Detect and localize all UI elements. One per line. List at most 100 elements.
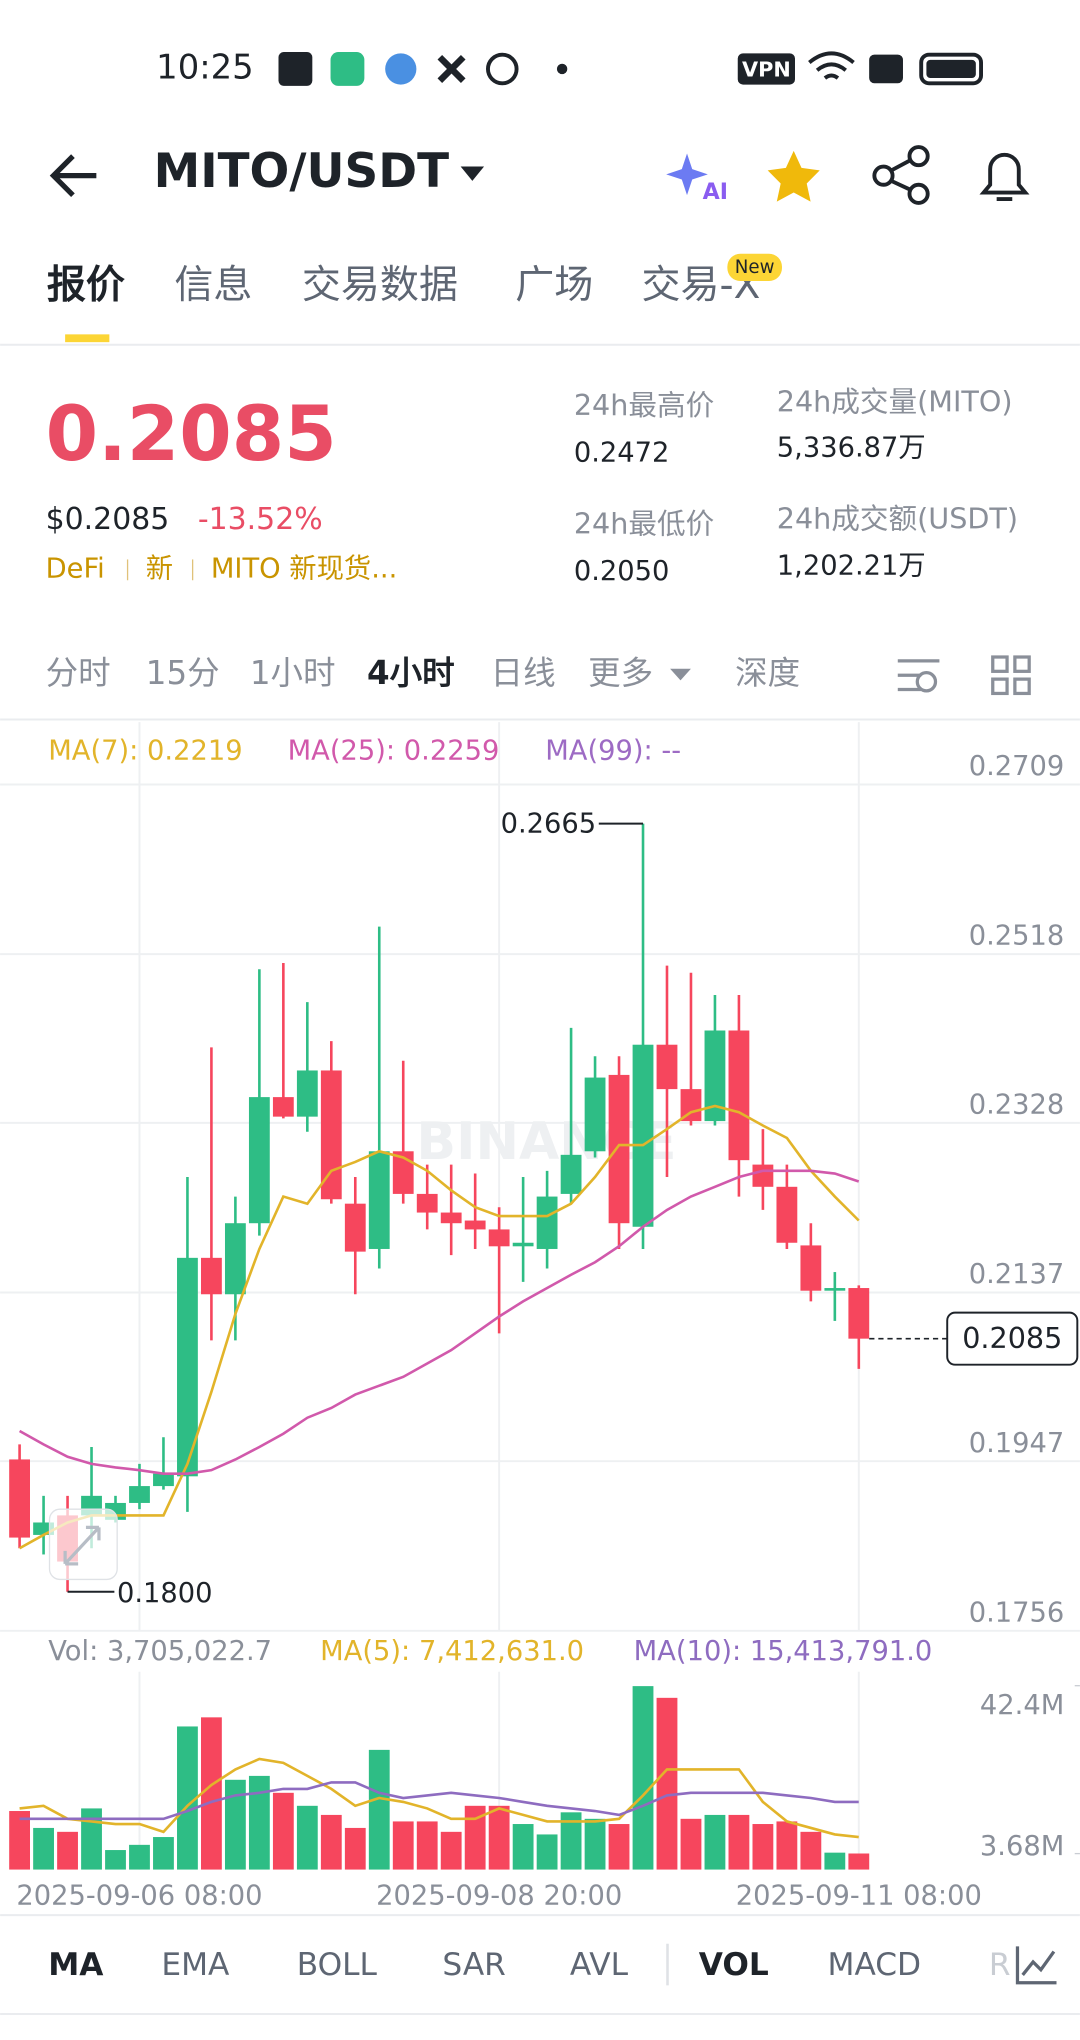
- candle-body: [800, 1245, 822, 1291]
- indicator-tab[interactable]: R: [989, 1947, 1011, 1983]
- stat-label: 24h成交额(USDT): [777, 501, 1018, 535]
- indicator-tab[interactable]: MACD: [828, 1947, 922, 1983]
- volume-bar: [560, 1812, 582, 1870]
- ma-line: [18, 1104, 860, 1550]
- volume-bar: [536, 1834, 558, 1870]
- layout-button[interactable]: [991, 655, 1031, 696]
- volume-bar: [248, 1775, 270, 1870]
- candle-body: [344, 1203, 366, 1252]
- new-badge: [727, 253, 782, 282]
- x-tick-label: 2025-09-08 20:00: [376, 1880, 622, 1911]
- ai-badge[interactable]: AI: [703, 179, 728, 205]
- last-price-label: 0.2085: [962, 1321, 1062, 1355]
- volume-bar: [57, 1831, 78, 1870]
- tab[interactable]: 广场: [515, 263, 593, 308]
- data-icon: [869, 54, 903, 84]
- indicator-tab[interactable]: EMA: [161, 1947, 230, 1983]
- indicator-settings[interactable]: [1015, 1946, 1057, 1985]
- stat-label: 24h成交量(MITO): [777, 384, 1013, 418]
- tab[interactable]: 报价: [47, 263, 125, 308]
- interval[interactable]: 1小时: [250, 654, 336, 692]
- back-button[interactable]: [49, 154, 97, 197]
- volume-bar: [272, 1792, 294, 1870]
- last-price-box: [946, 1311, 1079, 1366]
- usd-price: $0.2085: [46, 502, 170, 537]
- expand-button[interactable]: [48, 1508, 118, 1581]
- volume-bar: [392, 1821, 414, 1870]
- candle-body: [224, 1223, 246, 1295]
- volume-bar: [752, 1824, 774, 1870]
- tab[interactable]: 交易数据: [302, 263, 458, 308]
- volume-bar: [296, 1805, 318, 1870]
- app-icon: [330, 52, 365, 86]
- more-dropdown[interactable]: [670, 668, 691, 681]
- candle-body: [776, 1186, 798, 1243]
- tag[interactable]: MITO 新现货...: [211, 553, 397, 584]
- tag[interactable]: 新: [146, 553, 173, 584]
- candle-body: [368, 1151, 390, 1249]
- interval[interactable]: 分时: [46, 654, 111, 692]
- candle-body: [177, 1257, 198, 1477]
- candle-body: [704, 1030, 726, 1122]
- volume-bar: [824, 1852, 846, 1870]
- tag[interactable]: DeFi: [46, 553, 105, 584]
- y-tick-label: 0.1947: [969, 1428, 1065, 1459]
- interval[interactable]: 深度: [735, 654, 800, 692]
- legend-entry: MA(5): 7,412,631.0: [320, 1636, 584, 1667]
- indicator-tab[interactable]: VOL: [699, 1947, 769, 1983]
- pair-dropdown[interactable]: [460, 166, 485, 181]
- app-icon: [437, 54, 466, 83]
- volume-bar: [201, 1717, 222, 1870]
- volume-ma-line: [19, 1757, 859, 1839]
- candle-body: [584, 1077, 606, 1152]
- dot: [556, 63, 568, 75]
- indicator-tab[interactable]: MA: [48, 1947, 104, 1983]
- candle-body: [656, 1044, 678, 1090]
- battery-level: [926, 59, 976, 79]
- volume-bar: [800, 1831, 822, 1870]
- interval[interactable]: 更多: [588, 654, 653, 692]
- interval[interactable]: 4小时: [367, 654, 455, 692]
- volume-bar: [344, 1827, 366, 1870]
- indicator-tab[interactable]: AVL: [570, 1947, 629, 1983]
- clock: 10:25: [156, 47, 253, 86]
- volume-bar: [728, 1814, 750, 1870]
- stat-label: 24h最低价: [574, 507, 714, 541]
- volume-bar: [632, 1686, 654, 1870]
- indicator-tab[interactable]: BOLL: [297, 1947, 378, 1983]
- volume-bar: [656, 1697, 678, 1870]
- candle-body: [728, 1030, 750, 1161]
- pair-title[interactable]: MITO/USDT: [154, 145, 449, 199]
- candle-body: [488, 1229, 510, 1247]
- tab[interactable]: 信息: [174, 263, 252, 308]
- volume-bar: [440, 1831, 462, 1870]
- price-change: -13.52%: [198, 502, 323, 537]
- volume-bar: [9, 1811, 30, 1870]
- volume-bar: [105, 1850, 126, 1870]
- legend-entry: MA(7): 0.2219: [48, 735, 242, 766]
- chart-settings[interactable]: [897, 659, 940, 693]
- candle-body: [824, 1288, 846, 1291]
- vpn-text: VPN: [742, 57, 791, 81]
- app-icon: [486, 52, 519, 86]
- candle-body: [440, 1212, 462, 1224]
- favorite-star[interactable]: [767, 150, 820, 202]
- app-icon: [385, 53, 417, 85]
- volume-bar: [584, 1818, 606, 1870]
- volume-bar: [488, 1805, 510, 1870]
- volume-bar: [81, 1808, 102, 1870]
- indicator-tab[interactable]: SAR: [442, 1947, 505, 1983]
- candle-body: [129, 1486, 150, 1503]
- interval[interactable]: 日线: [491, 654, 556, 692]
- candle-body: [680, 1089, 702, 1122]
- candle-body: [201, 1257, 222, 1295]
- ai-sparkle[interactable]: [666, 153, 708, 196]
- stat-value: 5,336.87万: [777, 432, 926, 463]
- alert-bell[interactable]: [979, 152, 1030, 202]
- candle-body: [9, 1459, 30, 1538]
- stat-value: 0.2472: [574, 438, 670, 469]
- share-button[interactable]: [872, 145, 930, 205]
- interval[interactable]: 15分: [146, 654, 220, 692]
